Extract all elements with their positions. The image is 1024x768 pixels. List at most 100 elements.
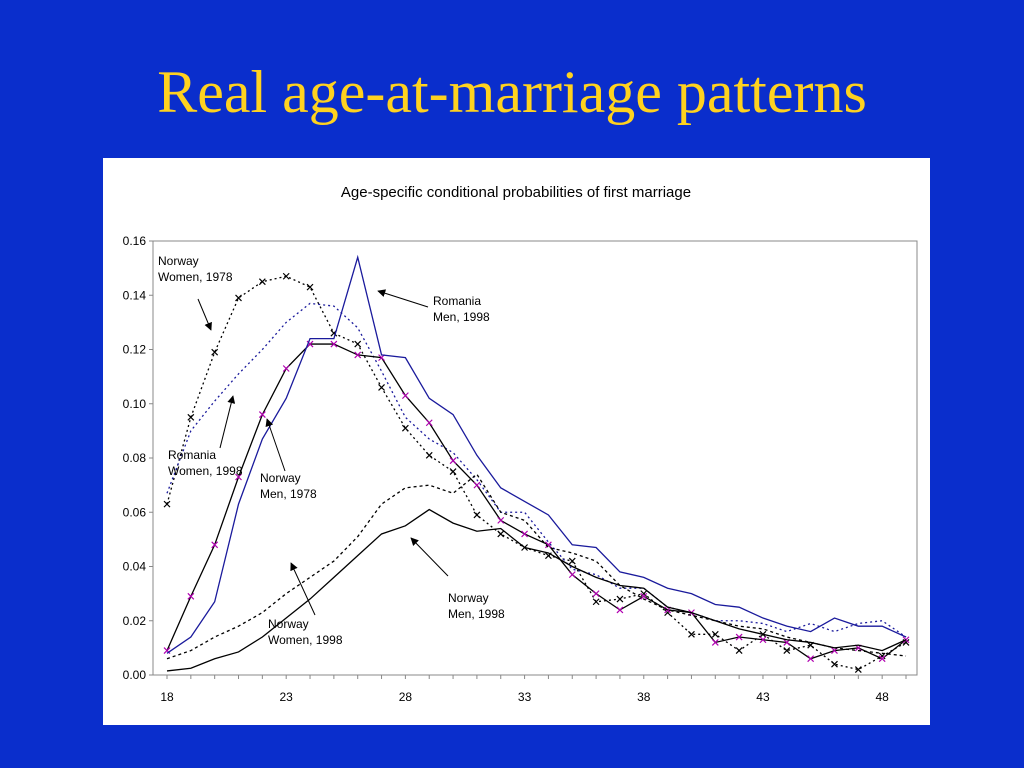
data-point-marker [759, 636, 767, 644]
y-tick-label: 0.10 [123, 397, 147, 411]
data-point-marker [711, 630, 719, 638]
annotation-label: Women, 1998 [268, 633, 343, 647]
data-point-marker [401, 392, 409, 400]
data-point-marker [425, 451, 433, 459]
data-point-marker [688, 630, 695, 638]
data-point-marker [235, 473, 242, 481]
y-tick-label: 0.00 [123, 668, 147, 682]
data-point-marker [306, 283, 314, 291]
annotation-arrow [219, 395, 236, 449]
data-point-marker [616, 595, 624, 603]
series-line [166, 508, 907, 672]
data-point-marker [473, 481, 481, 489]
series-line [166, 343, 907, 660]
y-tick-label: 0.14 [123, 288, 147, 302]
annotation-label: Romania [433, 294, 481, 308]
x-tick-label: 38 [637, 690, 651, 704]
x-tick-label: 43 [756, 690, 770, 704]
series-line [166, 302, 907, 638]
annotation-label: Norway [260, 471, 301, 485]
annotation-norway-women-1978: Norway Women, 1978 [158, 254, 233, 331]
x-axis: 18 23 28 33 38 43 48 [160, 675, 907, 704]
x-tick-label: 18 [160, 690, 174, 704]
data-point-marker [711, 639, 719, 646]
series-norway-men-1978 [163, 340, 910, 663]
data-point-marker [497, 530, 505, 538]
data-point-marker [473, 511, 481, 519]
series-layer [163, 254, 910, 673]
y-tick-label: 0.06 [123, 505, 147, 519]
data-point-marker [187, 592, 195, 600]
data-point-marker [831, 660, 838, 668]
series-norway-men-1998 [166, 508, 907, 672]
data-point-marker [640, 590, 648, 598]
data-point-marker [258, 411, 266, 419]
data-point-marker [163, 500, 171, 508]
x-tick-label: 28 [399, 690, 413, 704]
annotation-label: Romania [168, 448, 216, 462]
annotation-norway-men-1978: Norway Men, 1978 [260, 418, 317, 501]
y-axis: 0.00 0.02 0.04 0.06 0.08 0.10 0.12 0.14 0.16 [123, 234, 153, 682]
data-point-marker [640, 592, 648, 600]
y-tick-label: 0.16 [123, 234, 147, 248]
annotation-arrow [290, 562, 316, 616]
data-point-marker [854, 666, 862, 673]
data-point-marker [258, 278, 266, 286]
series-line [166, 254, 907, 654]
data-point-marker [878, 655, 886, 663]
data-point-marker [354, 340, 362, 348]
annotation-norway-women-1998: Norway Women, 1998 [268, 562, 343, 647]
annotation-label: Men, 1978 [260, 487, 317, 501]
data-point-marker [378, 384, 385, 391]
data-point-marker [235, 294, 242, 302]
annotation-label: Women, 1998 [168, 464, 243, 478]
data-point-marker [735, 647, 743, 655]
data-point-marker [592, 598, 600, 606]
annotation-label: Men, 1998 [433, 310, 490, 324]
y-tick-label: 0.12 [123, 343, 147, 357]
data-point-marker [425, 419, 433, 427]
data-point-marker [616, 606, 624, 614]
data-point-marker [211, 348, 219, 356]
annotation-arrow [377, 289, 429, 308]
annotation-label: Women, 1978 [158, 270, 233, 284]
series-romania-men-1998 [166, 254, 907, 654]
annotation-label: Norway [158, 254, 199, 268]
data-point-marker [449, 457, 457, 465]
annotation-romania-men-1998: Romania Men, 1998 [377, 289, 490, 324]
data-point-marker [783, 647, 791, 655]
y-tick-label: 0.08 [123, 451, 147, 465]
annotation-label: Norway [448, 591, 489, 605]
data-point-marker [568, 557, 576, 565]
data-point-marker [282, 272, 290, 280]
data-point-marker [735, 633, 743, 641]
annotation-arrow [197, 298, 212, 331]
y-tick-label: 0.02 [123, 614, 147, 628]
annotation-norway-men-1998: Norway Men, 1998 [410, 537, 505, 621]
marriage-probability-chart: Age-specific conditional probabilities o… [123, 184, 918, 704]
annotation-romania-women-1998: Romania Women, 1998 [168, 395, 243, 478]
data-point-marker [521, 530, 529, 538]
y-tick-label: 0.04 [123, 560, 147, 574]
annotation-label: Norway [268, 617, 309, 631]
data-point-marker [497, 516, 505, 524]
data-point-marker [187, 413, 195, 421]
annotation-arrow [265, 418, 286, 472]
data-point-marker [807, 655, 815, 663]
x-tick-label: 23 [280, 690, 294, 704]
slide-title: Real age-at-marriage patterns [157, 59, 867, 125]
series-line [166, 473, 907, 660]
x-tick-label: 33 [518, 690, 532, 704]
data-point-marker [449, 468, 457, 475]
annotation-arrow [410, 537, 449, 577]
chart-panel: Age-specific conditional probabilities o… [103, 158, 930, 725]
data-point-marker [544, 541, 552, 549]
plot-area-frame [152, 240, 918, 676]
data-point-marker [568, 571, 576, 579]
data-point-marker [592, 590, 600, 598]
series-line [166, 275, 907, 671]
data-point-marker [282, 365, 290, 372]
data-point-marker [211, 541, 219, 549]
chart-title: Age-specific conditional probabilities o… [341, 184, 691, 201]
